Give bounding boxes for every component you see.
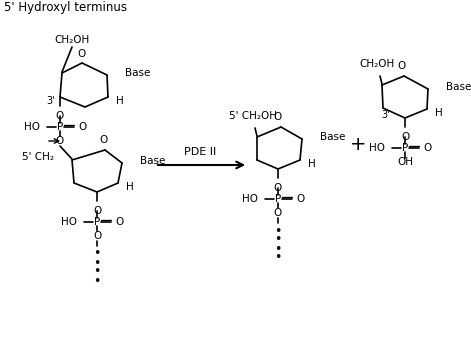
Text: CH₂OH: CH₂OH bbox=[359, 59, 395, 69]
Text: O: O bbox=[401, 132, 409, 142]
Text: •: • bbox=[93, 248, 101, 261]
Text: O: O bbox=[56, 111, 64, 121]
Text: O: O bbox=[274, 183, 282, 193]
Text: O: O bbox=[99, 135, 107, 145]
Text: HO: HO bbox=[61, 217, 77, 227]
Text: 5' CH₂OH: 5' CH₂OH bbox=[229, 111, 277, 121]
Text: Base: Base bbox=[140, 156, 165, 166]
Text: O: O bbox=[115, 217, 123, 227]
Text: O: O bbox=[93, 206, 101, 216]
Text: HO: HO bbox=[24, 122, 40, 132]
Text: O: O bbox=[78, 122, 86, 132]
Text: •: • bbox=[274, 252, 282, 265]
Text: P: P bbox=[57, 122, 63, 132]
Text: H: H bbox=[308, 159, 316, 169]
Text: HO: HO bbox=[369, 143, 385, 153]
Text: •: • bbox=[274, 234, 282, 247]
Text: 5' Hydroxyl terminus: 5' Hydroxyl terminus bbox=[4, 1, 127, 14]
Text: •: • bbox=[274, 225, 282, 238]
Text: O: O bbox=[423, 143, 431, 153]
Text: O: O bbox=[274, 112, 282, 122]
Text: +: + bbox=[350, 135, 366, 154]
Text: O: O bbox=[397, 61, 405, 71]
Text: PDE II: PDE II bbox=[184, 147, 216, 157]
Text: O: O bbox=[56, 136, 64, 146]
Text: CH₂OH: CH₂OH bbox=[54, 35, 89, 45]
Text: O: O bbox=[296, 194, 304, 204]
Text: OH: OH bbox=[397, 157, 413, 167]
Text: •: • bbox=[274, 243, 282, 256]
Text: 3': 3' bbox=[382, 110, 390, 120]
Text: O: O bbox=[78, 49, 86, 59]
Text: HO: HO bbox=[242, 194, 258, 204]
Text: H: H bbox=[126, 182, 134, 192]
Text: P: P bbox=[94, 217, 100, 227]
Text: P: P bbox=[275, 194, 281, 204]
Text: H: H bbox=[435, 108, 443, 118]
Text: 3': 3' bbox=[46, 96, 55, 106]
Text: Base: Base bbox=[320, 132, 345, 142]
Text: H: H bbox=[116, 96, 124, 106]
Text: Base: Base bbox=[446, 82, 471, 92]
Text: P: P bbox=[402, 143, 408, 153]
Text: 5' CH₂: 5' CH₂ bbox=[22, 152, 54, 162]
Text: O: O bbox=[274, 208, 282, 218]
Text: •: • bbox=[93, 274, 101, 288]
Text: •: • bbox=[93, 256, 101, 270]
Text: •: • bbox=[93, 266, 101, 279]
Text: O: O bbox=[93, 231, 101, 241]
Text: Base: Base bbox=[125, 68, 150, 78]
